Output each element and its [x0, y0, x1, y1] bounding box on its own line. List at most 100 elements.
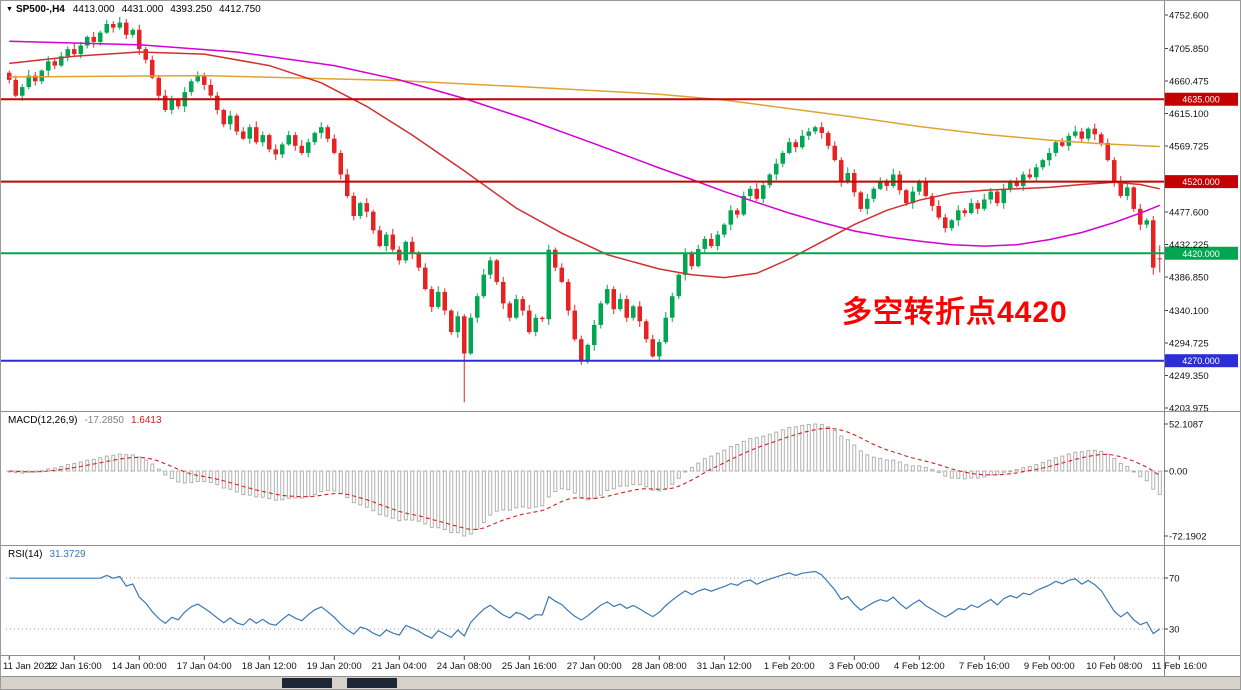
candle-body — [371, 211, 376, 231]
macd-histogram-bar — [332, 470, 337, 492]
candle-body — [644, 321, 649, 340]
price-axis-label: 4752.600 — [1169, 11, 1209, 22]
macd-histogram-bar — [312, 470, 317, 495]
candle-body — [735, 210, 740, 215]
candle-body — [429, 289, 434, 307]
price-level-axis-label: 4420.000 — [1182, 249, 1220, 259]
macd-histogram-bar — [345, 470, 350, 498]
macd-histogram-bar — [215, 470, 220, 486]
candle-body — [1125, 187, 1130, 196]
macd-histogram-bar — [585, 470, 590, 501]
candle-body — [267, 135, 272, 150]
rsi-value: 31.3729 — [49, 549, 86, 560]
macd-histogram-bar — [111, 454, 116, 472]
time-axis-label: 4 Feb 12:00 — [894, 661, 945, 672]
candle-body — [169, 99, 174, 110]
macd-indicator-label: MACD(12,26,9) -17.2850 1.6413 — [8, 415, 162, 426]
macd-histogram-bar — [696, 462, 701, 472]
macd-histogram-bar — [800, 424, 805, 472]
time-axis-label: 1 Feb 20:00 — [764, 661, 815, 672]
candle-body — [260, 135, 265, 143]
candle-body — [397, 249, 402, 261]
macd-histogram-bar — [429, 470, 434, 528]
macd-histogram-bar — [254, 470, 259, 498]
candle-body — [403, 241, 408, 261]
macd-histogram-bar — [858, 450, 863, 472]
macd-histogram-bar — [1112, 457, 1117, 472]
candle-body — [254, 127, 259, 143]
macd-histogram-bar — [1157, 470, 1162, 495]
macd-histogram-bar — [904, 464, 909, 472]
macd-histogram-bar — [1099, 450, 1104, 472]
macd-histogram-bar — [845, 439, 850, 472]
candle-body — [442, 291, 447, 311]
time-axis-label: 27 Jan 00:00 — [567, 661, 622, 672]
candle-body — [241, 131, 246, 139]
macd-histogram-bar — [598, 470, 603, 496]
macd-main-value: -17.2850 — [84, 415, 124, 426]
candle-body — [1079, 131, 1084, 139]
candle-body — [501, 281, 506, 304]
time-axis-label: 11 Jan 2022 — [3, 661, 55, 672]
macd-histogram-bar — [644, 470, 649, 488]
macd-histogram-bar — [520, 470, 525, 508]
ohlc-high-value: 4431.000 — [121, 4, 164, 15]
candle-body — [338, 153, 343, 175]
taskbar-button[interactable] — [282, 678, 332, 688]
price-axis-label: 4615.100 — [1169, 109, 1209, 120]
candle-body — [488, 260, 493, 275]
macd-axis-label: 52.1087 — [1169, 420, 1203, 431]
candle-body — [884, 181, 889, 186]
candle-body — [891, 174, 896, 186]
macd-histogram-bar — [910, 465, 915, 472]
macd-histogram-bar — [91, 458, 96, 472]
candle-body — [1086, 128, 1091, 139]
candle-body — [585, 344, 590, 361]
candle-body — [709, 238, 714, 247]
candle-body — [715, 234, 720, 247]
time-axis-label: 19 Jan 20:00 — [307, 661, 362, 672]
candle-body — [20, 87, 25, 96]
price-level-axis-box — [1165, 246, 1238, 260]
candle-body — [527, 310, 532, 333]
candle-body — [800, 135, 805, 148]
macd-histogram-bar — [494, 470, 499, 512]
macd-histogram-bar — [130, 454, 135, 472]
candle-body — [1027, 174, 1032, 178]
macd-histogram-bar — [377, 470, 382, 516]
macd-histogram-bar — [748, 438, 753, 472]
macd-histogram-bar — [923, 466, 928, 472]
candle-body — [553, 249, 558, 268]
macd-histogram-bar — [806, 424, 811, 472]
macd-histogram-bar — [98, 457, 103, 472]
candle-body — [494, 260, 499, 282]
macd-histogram-bar — [189, 470, 194, 483]
macd-histogram-bar — [878, 457, 883, 472]
candle-body — [215, 95, 220, 110]
candle-body — [657, 342, 662, 357]
candle-body — [631, 306, 636, 318]
candle-body — [910, 191, 915, 204]
candle-body — [46, 61, 51, 71]
macd-axis-label: -72.1902 — [1169, 532, 1207, 543]
candle-body — [819, 127, 824, 133]
macd-histogram-bar — [397, 470, 402, 522]
price-axis-label: 4477.600 — [1169, 207, 1209, 218]
macd-histogram-bar — [891, 459, 896, 472]
macd-histogram-bar — [358, 470, 363, 506]
candle-body — [507, 303, 512, 318]
macd-histogram-bar — [826, 426, 831, 472]
candle-body — [104, 24, 109, 33]
candle-body — [845, 173, 850, 182]
candle-body — [832, 145, 837, 161]
taskbar-button[interactable] — [347, 678, 397, 688]
candle-body — [299, 145, 304, 153]
ohlc-low-value: 4393.250 — [170, 4, 213, 15]
macd-histogram-bar — [943, 470, 948, 477]
macd-histogram-bar — [371, 470, 376, 512]
macd-histogram-bar — [1131, 470, 1136, 473]
ma-mid-magenta — [9, 40, 1161, 247]
macd-histogram-bar — [65, 464, 70, 472]
